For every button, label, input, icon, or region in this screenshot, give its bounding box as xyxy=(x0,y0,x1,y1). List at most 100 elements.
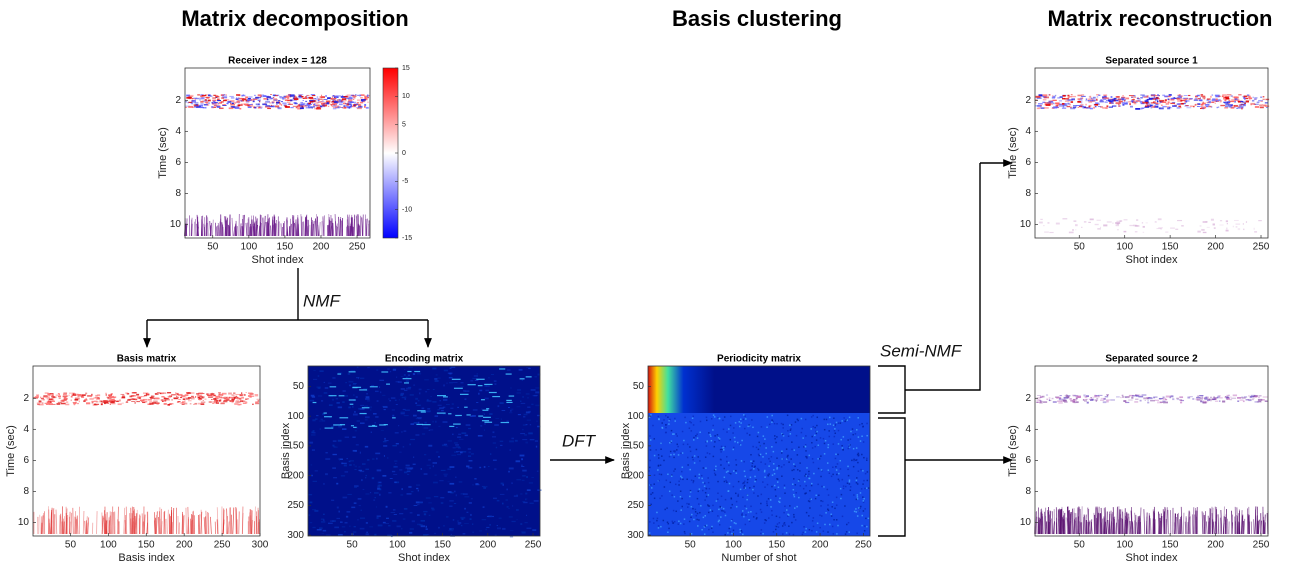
texture xyxy=(767,416,769,418)
texture xyxy=(838,430,840,432)
texture xyxy=(281,101,283,102)
texture xyxy=(527,528,532,529)
texture xyxy=(107,397,109,398)
texture xyxy=(319,421,322,422)
texture xyxy=(1104,101,1107,102)
texture xyxy=(1168,101,1170,103)
texture xyxy=(738,494,740,496)
texture xyxy=(782,525,784,527)
texture xyxy=(321,419,323,420)
texture xyxy=(768,458,770,460)
texture xyxy=(818,445,820,447)
texture xyxy=(1072,229,1074,231)
texture xyxy=(726,456,728,458)
texture xyxy=(429,430,431,431)
texture xyxy=(241,392,242,394)
texture xyxy=(399,399,400,400)
texture xyxy=(330,386,337,387)
texture xyxy=(1142,222,1143,223)
texture xyxy=(1228,96,1230,97)
texture xyxy=(1157,101,1159,103)
texture xyxy=(1119,101,1123,103)
texture xyxy=(509,516,513,518)
texture xyxy=(216,105,220,106)
texture xyxy=(1222,94,1227,96)
texture xyxy=(77,403,79,404)
x-tick-label: 300 xyxy=(252,540,269,551)
texture xyxy=(817,523,819,525)
texture xyxy=(521,403,525,404)
texture xyxy=(793,516,795,518)
texture xyxy=(339,100,341,102)
texture xyxy=(431,507,434,508)
texture xyxy=(370,386,378,387)
texture xyxy=(366,475,367,476)
section-heading: Matrix decomposition xyxy=(181,6,408,31)
texture xyxy=(487,516,489,517)
texture xyxy=(810,498,812,500)
texture xyxy=(724,416,726,418)
texture xyxy=(1209,399,1213,401)
texture xyxy=(493,498,497,499)
texture xyxy=(147,393,149,395)
texture xyxy=(212,403,214,404)
x-tick-label: 50 xyxy=(65,540,77,551)
texture xyxy=(764,486,766,488)
texture xyxy=(1081,95,1084,96)
texture xyxy=(318,100,320,101)
texture xyxy=(155,397,159,399)
texture xyxy=(472,378,476,379)
texture xyxy=(1126,396,1129,397)
texture xyxy=(394,514,397,515)
texture xyxy=(750,454,752,456)
texture xyxy=(1200,225,1202,227)
texture xyxy=(345,382,347,383)
texture xyxy=(1049,397,1051,398)
texture xyxy=(1119,509,1120,534)
texture xyxy=(260,108,262,109)
texture xyxy=(671,494,673,496)
texture xyxy=(489,524,491,526)
texture xyxy=(444,475,447,476)
texture xyxy=(698,477,700,479)
texture xyxy=(760,454,762,456)
texture xyxy=(1106,105,1108,107)
texture xyxy=(352,387,361,388)
texture xyxy=(177,401,180,402)
texture xyxy=(404,415,409,416)
y-tick-label: 10 xyxy=(1020,517,1032,528)
texture xyxy=(122,395,124,397)
texture xyxy=(375,416,378,417)
texture xyxy=(367,459,369,460)
texture xyxy=(746,508,748,510)
texture xyxy=(690,491,692,493)
texture xyxy=(1057,97,1060,99)
texture xyxy=(1177,107,1180,109)
texture xyxy=(337,507,339,509)
texture xyxy=(1254,97,1257,98)
texture xyxy=(457,407,459,408)
x-tick-label: 100 xyxy=(389,540,406,551)
texture xyxy=(694,462,696,464)
texture xyxy=(649,416,651,418)
texture xyxy=(751,469,753,471)
texture xyxy=(237,398,242,400)
texture xyxy=(344,101,346,103)
texture xyxy=(343,497,348,499)
x-axis-label: Shot index xyxy=(398,552,450,564)
texture xyxy=(741,531,743,533)
texture xyxy=(1089,108,1091,109)
texture xyxy=(1167,107,1170,109)
texture xyxy=(205,95,207,96)
texture xyxy=(670,482,672,484)
texture xyxy=(277,107,280,108)
texture xyxy=(1185,100,1189,102)
texture xyxy=(714,446,716,448)
texture xyxy=(355,430,357,431)
texture xyxy=(757,468,759,470)
texture xyxy=(101,402,103,403)
texture xyxy=(427,534,429,535)
texture xyxy=(174,398,178,400)
y-tick-label: 300 xyxy=(287,530,304,541)
texture xyxy=(79,401,80,403)
